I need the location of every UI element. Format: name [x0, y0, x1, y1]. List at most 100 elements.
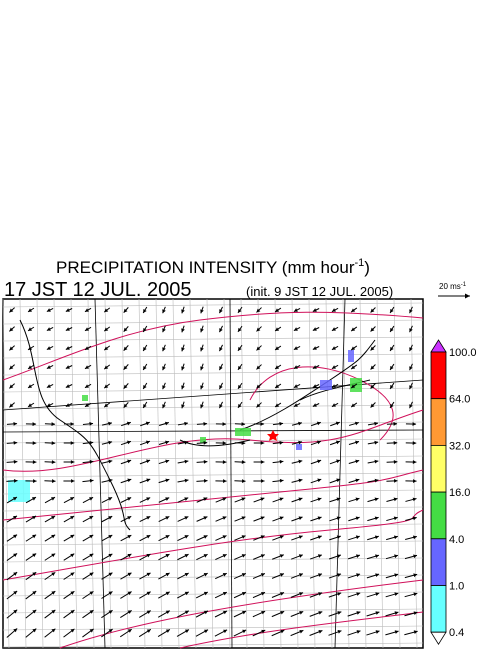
wind-arrowhead — [412, 516, 417, 521]
wind-arrowhead — [70, 572, 75, 577]
vector-key-head — [465, 293, 470, 299]
wind-arrowhead — [51, 572, 56, 576]
wind-arrowhead — [123, 403, 128, 408]
grid-line — [240, 298, 248, 649]
colorbar-label: 0.4 — [449, 627, 464, 639]
wind-arrowhead — [312, 327, 317, 331]
wind-arrowhead — [318, 592, 323, 596]
wind-arrowhead — [337, 630, 342, 634]
wind-arrowhead — [393, 497, 398, 502]
wind-arrowhead — [162, 385, 166, 390]
grid-line — [2, 302, 424, 308]
wind-arrowhead — [390, 308, 394, 313]
wind-arrowhead — [184, 535, 189, 539]
wind-arrowhead — [13, 440, 18, 445]
wind-arrowhead — [409, 385, 413, 390]
wind-arrowhead — [412, 479, 417, 483]
wind-arrowhead — [279, 459, 284, 464]
wind-arrowhead — [165, 478, 170, 483]
wind-arrowhead — [336, 459, 341, 464]
precip-patch — [320, 380, 332, 390]
wind-arrowhead — [331, 384, 336, 388]
wind-arrowhead — [293, 346, 298, 350]
wind-arrowhead — [28, 346, 33, 350]
wind-arrowhead — [241, 573, 246, 577]
wind-arrowhead — [394, 611, 399, 615]
wind-arrowhead — [409, 404, 413, 409]
wind-arrowhead — [331, 346, 336, 350]
wind-arrowhead — [51, 553, 56, 558]
wind-arrowhead — [355, 459, 360, 464]
wind-arrowhead — [70, 553, 75, 558]
wind-arrowhead — [331, 308, 336, 312]
wind-arrowhead — [51, 422, 56, 426]
wind-arrowhead — [412, 535, 417, 540]
wind-arrowhead — [279, 516, 284, 520]
wind-arrowhead — [293, 403, 298, 407]
wind-arrowhead — [13, 534, 18, 539]
wind-arrowhead — [275, 346, 280, 350]
wind-arrowhead — [298, 554, 303, 558]
wind-arrowhead — [143, 327, 147, 332]
wind-arrowhead — [145, 421, 150, 426]
wind-arrowhead — [143, 346, 147, 351]
wind-arrowhead — [89, 591, 94, 595]
wind-arrowhead — [256, 365, 261, 370]
wind-arrowhead — [70, 628, 75, 633]
major-grid — [334, 298, 346, 649]
wind-arrowhead — [409, 347, 413, 352]
wind-arrowhead — [165, 610, 170, 615]
wind-arrowhead — [260, 573, 265, 577]
valid-time: 17 JST 12 JUL. 2005 — [4, 279, 192, 301]
wind-arrowhead — [331, 327, 336, 331]
wind-arrowhead — [354, 421, 359, 426]
wind-arrowhead — [28, 403, 33, 407]
contour — [59, 579, 424, 649]
wind-arrowhead — [219, 309, 223, 314]
wind-arrowhead — [89, 497, 94, 501]
wind-arrowhead — [336, 535, 341, 540]
wind-arrowhead — [336, 478, 341, 483]
coastline — [19, 319, 131, 531]
wind-arrowhead — [375, 592, 380, 596]
precip-patch — [348, 350, 354, 362]
wind-arrowhead — [222, 497, 227, 501]
wind-arrowhead — [279, 497, 284, 502]
wind-arrowhead — [51, 591, 56, 595]
wind-arrowhead — [181, 328, 185, 333]
wind-arrowhead — [123, 384, 128, 389]
wind-arrowhead — [260, 535, 265, 539]
grid-line — [2, 298, 10, 649]
grid-line — [206, 298, 214, 649]
wind-arrowhead — [279, 535, 284, 539]
wind-arrowhead — [181, 404, 185, 409]
wind-arrowhead — [184, 516, 189, 520]
precip-patch — [296, 444, 302, 450]
wind-arrowhead — [413, 573, 418, 578]
wind-arrowhead — [71, 479, 75, 483]
colorbar-bin — [430, 491, 447, 540]
contour — [2, 469, 424, 521]
wind-arrowhead — [413, 592, 418, 597]
wind-arrowhead — [260, 554, 265, 558]
grid-line — [172, 298, 180, 649]
wind-arrowhead — [9, 346, 14, 351]
wind-arrowhead — [413, 611, 418, 616]
wind-arrowhead — [351, 403, 356, 408]
wind-arrowhead — [394, 554, 398, 559]
wind-arrowhead — [293, 384, 298, 388]
wind-arrowhead — [318, 611, 323, 615]
wind-arrowhead — [317, 535, 322, 539]
wind-arrowhead — [200, 366, 204, 371]
wind-arrowhead — [108, 572, 113, 577]
wind-arrowhead — [200, 309, 204, 314]
contour — [2, 509, 424, 581]
wind-arrowhead — [143, 384, 147, 389]
wind-arrowhead — [312, 346, 317, 350]
wind-arrowhead — [65, 346, 70, 350]
wind-arrowhead — [222, 535, 227, 539]
wind-arrowhead — [127, 610, 132, 614]
wind-arrowhead — [351, 365, 356, 370]
wind-arrowhead — [374, 516, 379, 521]
wind-arrowhead — [146, 610, 151, 614]
